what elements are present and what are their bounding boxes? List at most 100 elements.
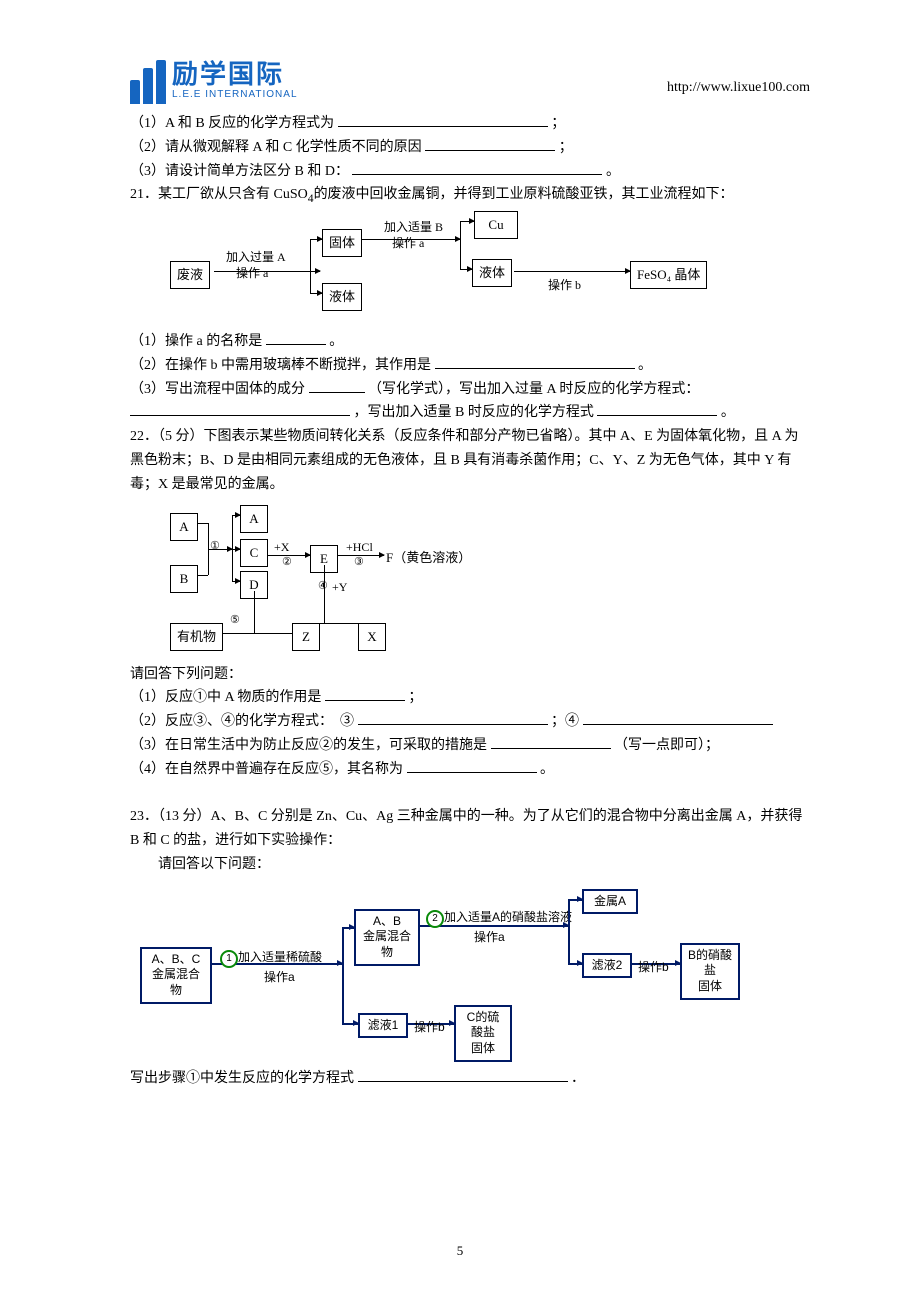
line — [198, 523, 208, 524]
blank — [309, 378, 365, 393]
arrow — [514, 271, 630, 272]
box-cu: Cu — [474, 211, 518, 239]
circle-1-icon: 1 — [220, 950, 238, 968]
arrow — [342, 1023, 358, 1025]
logo-cn-text: 励学国际 — [172, 60, 298, 89]
label-op-a: 操作a — [264, 967, 295, 987]
blank — [435, 354, 635, 369]
box-metal-A: 金属A — [582, 889, 638, 915]
box-Z: Z — [292, 623, 320, 651]
text: C的硫酸盐 固体 — [467, 1010, 500, 1055]
arrow — [362, 239, 460, 240]
text: 的废液中回收金属铜，并得到工业原料硫酸亚铁，其工业流程如下： — [314, 187, 734, 202]
label-op-b: 操作b — [638, 957, 669, 977]
blank — [597, 401, 717, 416]
line — [342, 927, 344, 1023]
label-op-b-2: 操作b — [414, 1017, 445, 1037]
line — [198, 575, 208, 576]
blank — [358, 1067, 568, 1082]
label-step1: 1加入适量稀硫酸 — [220, 947, 322, 968]
label-yellow-solution: F（黄色溶液） — [386, 547, 471, 569]
box-c-sulfate: C的硫酸盐 固体 — [454, 1005, 512, 1062]
arrow — [232, 515, 240, 516]
label-step2: 2加入适量A的硝酸盐溶液 — [426, 907, 572, 928]
blank — [130, 401, 350, 416]
label-op-a: 操作 a — [236, 263, 268, 283]
line — [232, 515, 233, 581]
arrow — [310, 293, 322, 294]
text: 。 — [329, 334, 343, 349]
q21-sub2: （2）在操作 b 中需用玻璃棒不断搅拌，其作用是 。 — [130, 354, 810, 378]
q22-sub2: （2）反应③、④的化学方程式： ③ ；④ — [130, 710, 810, 734]
intro-line-3: （3）请设计简单方法区分 B 和 D： 。 — [130, 160, 810, 184]
q21-sub3-line2: ，写出加入适量 B 时反应的化学方程式 。 — [130, 401, 810, 425]
site-url: http://www.lixue100.com — [667, 76, 810, 100]
text: 加入适量A的硝酸盐溶液 — [444, 910, 572, 924]
text: （2）请从微观解释 A 和 C 化学性质不同的原因 — [130, 140, 422, 155]
text: 加入适量稀硫酸 — [238, 950, 322, 964]
box-filtrate-1: 滤液1 — [358, 1013, 408, 1039]
blank — [491, 734, 611, 749]
blank — [358, 710, 548, 725]
q23-title2: 请回答以下问题： — [130, 853, 810, 877]
blank — [407, 758, 537, 773]
q21-title: 21．某工厂欲从只含有 CuSO4的废液中回收金属铜，并得到工业原料硫酸亚铁，其… — [130, 183, 810, 209]
page-number: 5 — [0, 1240, 920, 1262]
box-A2: A — [240, 505, 268, 533]
box-waste: 废液 — [170, 261, 210, 289]
arrow — [460, 269, 472, 270]
box-A: A — [170, 513, 198, 541]
circle-4: ④ — [318, 577, 328, 596]
box-X: X — [358, 623, 386, 651]
blank — [325, 686, 405, 701]
text: ，写出加入适量 B 时反应的化学方程式 — [354, 405, 594, 420]
logo-text: 励学国际 L.E.E INTERNATIONAL — [172, 60, 298, 100]
arrow — [568, 899, 582, 901]
arrow — [310, 239, 322, 240]
q22-title: 22．（5 分）下图表示某些物质间转化关系（反应条件和部分产物已省略）。其中 A… — [130, 425, 810, 496]
text: 。 — [606, 164, 620, 179]
logo-en-text: L.E.E INTERNATIONAL — [172, 89, 298, 100]
blank — [425, 136, 555, 151]
blank — [266, 330, 326, 345]
box-ab-mix: A、B 金属混合物 — [354, 909, 420, 966]
label-op-a-2: 操作a — [474, 927, 505, 947]
text: （4）在自然界中普遍存在反应⑤，其名称为 — [130, 762, 403, 777]
label-plus-Y: +Y — [332, 577, 347, 597]
text: 写出步骤①中发生反应的化学方程式 — [130, 1071, 354, 1086]
q21-sub3-line1: （3）写出流程中固体的成分 （写化学式），写出加入过量 A 时反应的化学方程式： — [130, 378, 810, 402]
box-abc-mix: A、B、C 金属混合物 — [140, 947, 212, 1004]
arrow — [232, 581, 240, 582]
arrow — [232, 549, 240, 550]
arrow — [268, 555, 310, 556]
text: （3）写出流程中固体的成分 — [130, 382, 305, 397]
text: ；④ — [551, 714, 579, 729]
intro-line-1: （1）A 和 B 反应的化学方程式为 ； — [130, 112, 810, 136]
q21-flowchart: 废液 加入过量 A 操作 a 固体 液体 加入适量 B 操作 a Cu 液体 操… — [170, 217, 730, 322]
box-solid: 固体 — [322, 229, 362, 257]
label-op-a-2: 操作 a — [392, 233, 424, 253]
text: （1）操作 a 的名称是 — [130, 334, 262, 349]
text: （3）在日常生活中为防止反应②的发生，可采取的措施是 — [130, 738, 487, 753]
box-feso4: FeSO₄ 晶体 — [630, 261, 707, 289]
box-organic: 有机物 — [170, 623, 223, 651]
q23-last: 写出步骤①中发生反应的化学方程式 ． — [130, 1067, 810, 1091]
text: ； — [551, 116, 565, 131]
text: ； — [559, 140, 573, 155]
text: ． — [571, 1071, 585, 1086]
arrow — [460, 221, 474, 222]
line — [218, 633, 292, 634]
text: （写一点即可）； — [614, 738, 719, 753]
label-op-b: 操作 b — [548, 275, 581, 295]
circle-1: ① — [210, 537, 220, 556]
page: 励学国际 L.E.E INTERNATIONAL http://www.lixu… — [0, 0, 920, 1302]
circle-5: ⑤ — [230, 611, 240, 630]
q23-title: 23．（13 分）A、B、C 分别是 Zn、Cu、Ag 三种金属中的一种。为了从… — [130, 805, 810, 853]
text: （2）反应③、④的化学方程式： ③ — [130, 714, 354, 729]
intro-line-2: （2）请从微观解释 A 和 C 化学性质不同的原因 ； — [130, 136, 810, 160]
arrow — [338, 555, 384, 556]
text: 21．某工厂欲从只含有 CuSO — [130, 187, 308, 202]
box-liquid-1: 液体 — [322, 283, 362, 311]
blank — [352, 160, 602, 175]
q22-prompt: 请回答下列问题： — [130, 663, 810, 687]
